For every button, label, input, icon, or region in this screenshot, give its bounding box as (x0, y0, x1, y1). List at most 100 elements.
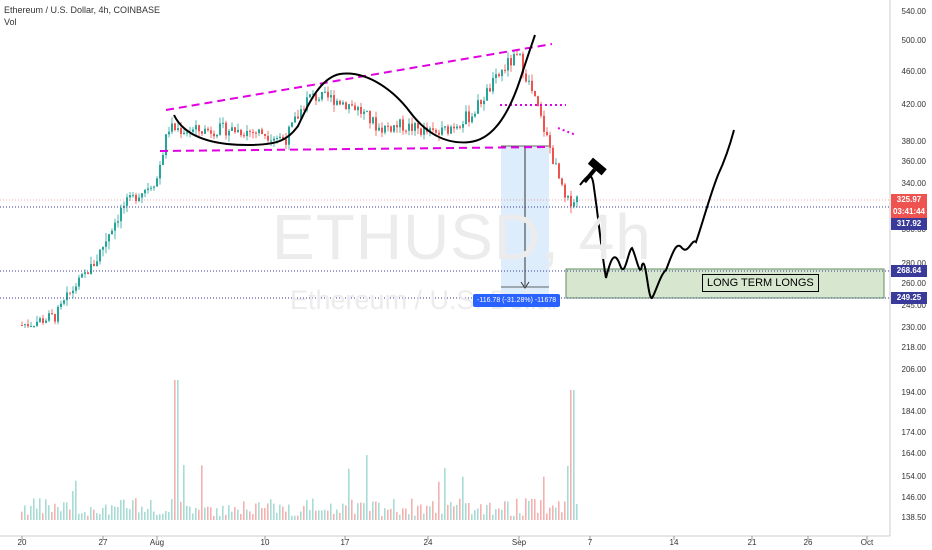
volume-bar (222, 505, 224, 520)
volume-bar (108, 514, 110, 520)
candle-body (87, 272, 89, 274)
candle-body (462, 123, 464, 128)
candle-body (264, 134, 266, 136)
volume-bar (423, 513, 425, 520)
candle-body (234, 127, 236, 133)
volume-bar (81, 513, 83, 520)
volume-bar (381, 515, 383, 520)
volume-bar (567, 466, 569, 520)
candle-body (315, 93, 317, 101)
volume-bar (75, 480, 77, 520)
candle-body (555, 163, 557, 165)
candle-body (393, 125, 395, 132)
candle-body (258, 129, 260, 134)
candle-body (93, 263, 95, 267)
candle-body (372, 117, 374, 124)
chart-title[interactable]: Ethereum / U.S. Dollar, 4h, COINBASE (4, 5, 161, 15)
candle-body (66, 292, 68, 301)
candle-body (90, 263, 92, 274)
volume-bar (309, 510, 311, 520)
candle-body (567, 195, 569, 198)
volume-bar (420, 504, 422, 520)
volume-bar (471, 514, 473, 520)
long-term-longs-label[interactable]: LONG TERM LONGS (702, 274, 819, 292)
volume-bar (156, 514, 158, 520)
volume-bar (33, 498, 35, 520)
volume-bar (297, 515, 299, 520)
candle-body (141, 193, 143, 198)
volume-bar (327, 510, 329, 520)
candle-body (561, 178, 563, 185)
volume-bar (189, 506, 191, 520)
hammer-icon (582, 157, 607, 184)
candle-body (135, 194, 137, 202)
candle-body (546, 131, 548, 136)
candle-body (78, 277, 80, 287)
time-tick-label: 17 (340, 538, 350, 547)
volume-bar (216, 508, 218, 520)
candle-body (273, 138, 275, 141)
volume-bar (282, 506, 284, 520)
volume-bar (99, 514, 101, 520)
candle-body (99, 249, 101, 262)
volume-bar (357, 503, 359, 520)
countdown-badge: 03:41:44 (891, 206, 927, 218)
volume-bar (462, 476, 464, 520)
volume-bar (483, 514, 485, 520)
candle-body (150, 187, 152, 189)
candle-body (471, 116, 473, 123)
candle-body (207, 128, 209, 131)
volume-bar (258, 502, 260, 520)
candle-body (522, 53, 524, 74)
projection-path (579, 129, 735, 300)
volume-bar (429, 506, 431, 520)
last-price-badge: 325.97 (891, 194, 927, 206)
volume-bar (465, 503, 467, 520)
price-tick-label: 340.00 (901, 179, 926, 188)
candle-body (564, 184, 566, 198)
candle-body (339, 100, 341, 105)
volume-bar (249, 511, 251, 520)
candle-body (51, 313, 53, 315)
volume-bar (165, 510, 167, 520)
volume-bar (501, 509, 503, 520)
candle-body (177, 128, 179, 131)
candle-body (537, 96, 539, 107)
volume-bar (123, 499, 125, 520)
candle-body (198, 125, 200, 132)
candle-body (21, 325, 23, 327)
volume-bar (552, 505, 554, 520)
volume-label[interactable]: Vol (4, 17, 17, 27)
volume-bar (513, 515, 515, 520)
price-tick-label: 154.00 (901, 472, 926, 481)
candle-body (126, 197, 128, 206)
long-zone (565, 268, 885, 299)
volume-bar (201, 465, 203, 520)
volume-bar (102, 507, 104, 520)
candle-body (153, 186, 155, 188)
volume-bar (453, 506, 455, 520)
candle-body (345, 102, 347, 110)
candle-body (201, 131, 203, 134)
volume-bar (126, 508, 128, 520)
price-tick-label: 280.00 (901, 259, 926, 268)
time-tick-label: 26 (803, 538, 813, 547)
volume-bar (147, 508, 149, 520)
volume-bar (42, 513, 44, 520)
volume-bar (348, 468, 350, 520)
volume-bar (57, 507, 59, 520)
candle-body (111, 230, 113, 235)
time-tick-label: Oct (860, 538, 874, 547)
candle-body (192, 129, 194, 133)
candle-body (435, 129, 437, 133)
candle-body (54, 314, 56, 322)
candle-body (420, 128, 422, 135)
time-tick-label: 20 (17, 538, 27, 547)
candle-body (453, 126, 455, 129)
volume-bar (54, 503, 56, 520)
volume-bar (441, 513, 443, 520)
volume-bar (486, 505, 488, 520)
volume-bar (183, 464, 185, 520)
candle-body (441, 127, 443, 135)
